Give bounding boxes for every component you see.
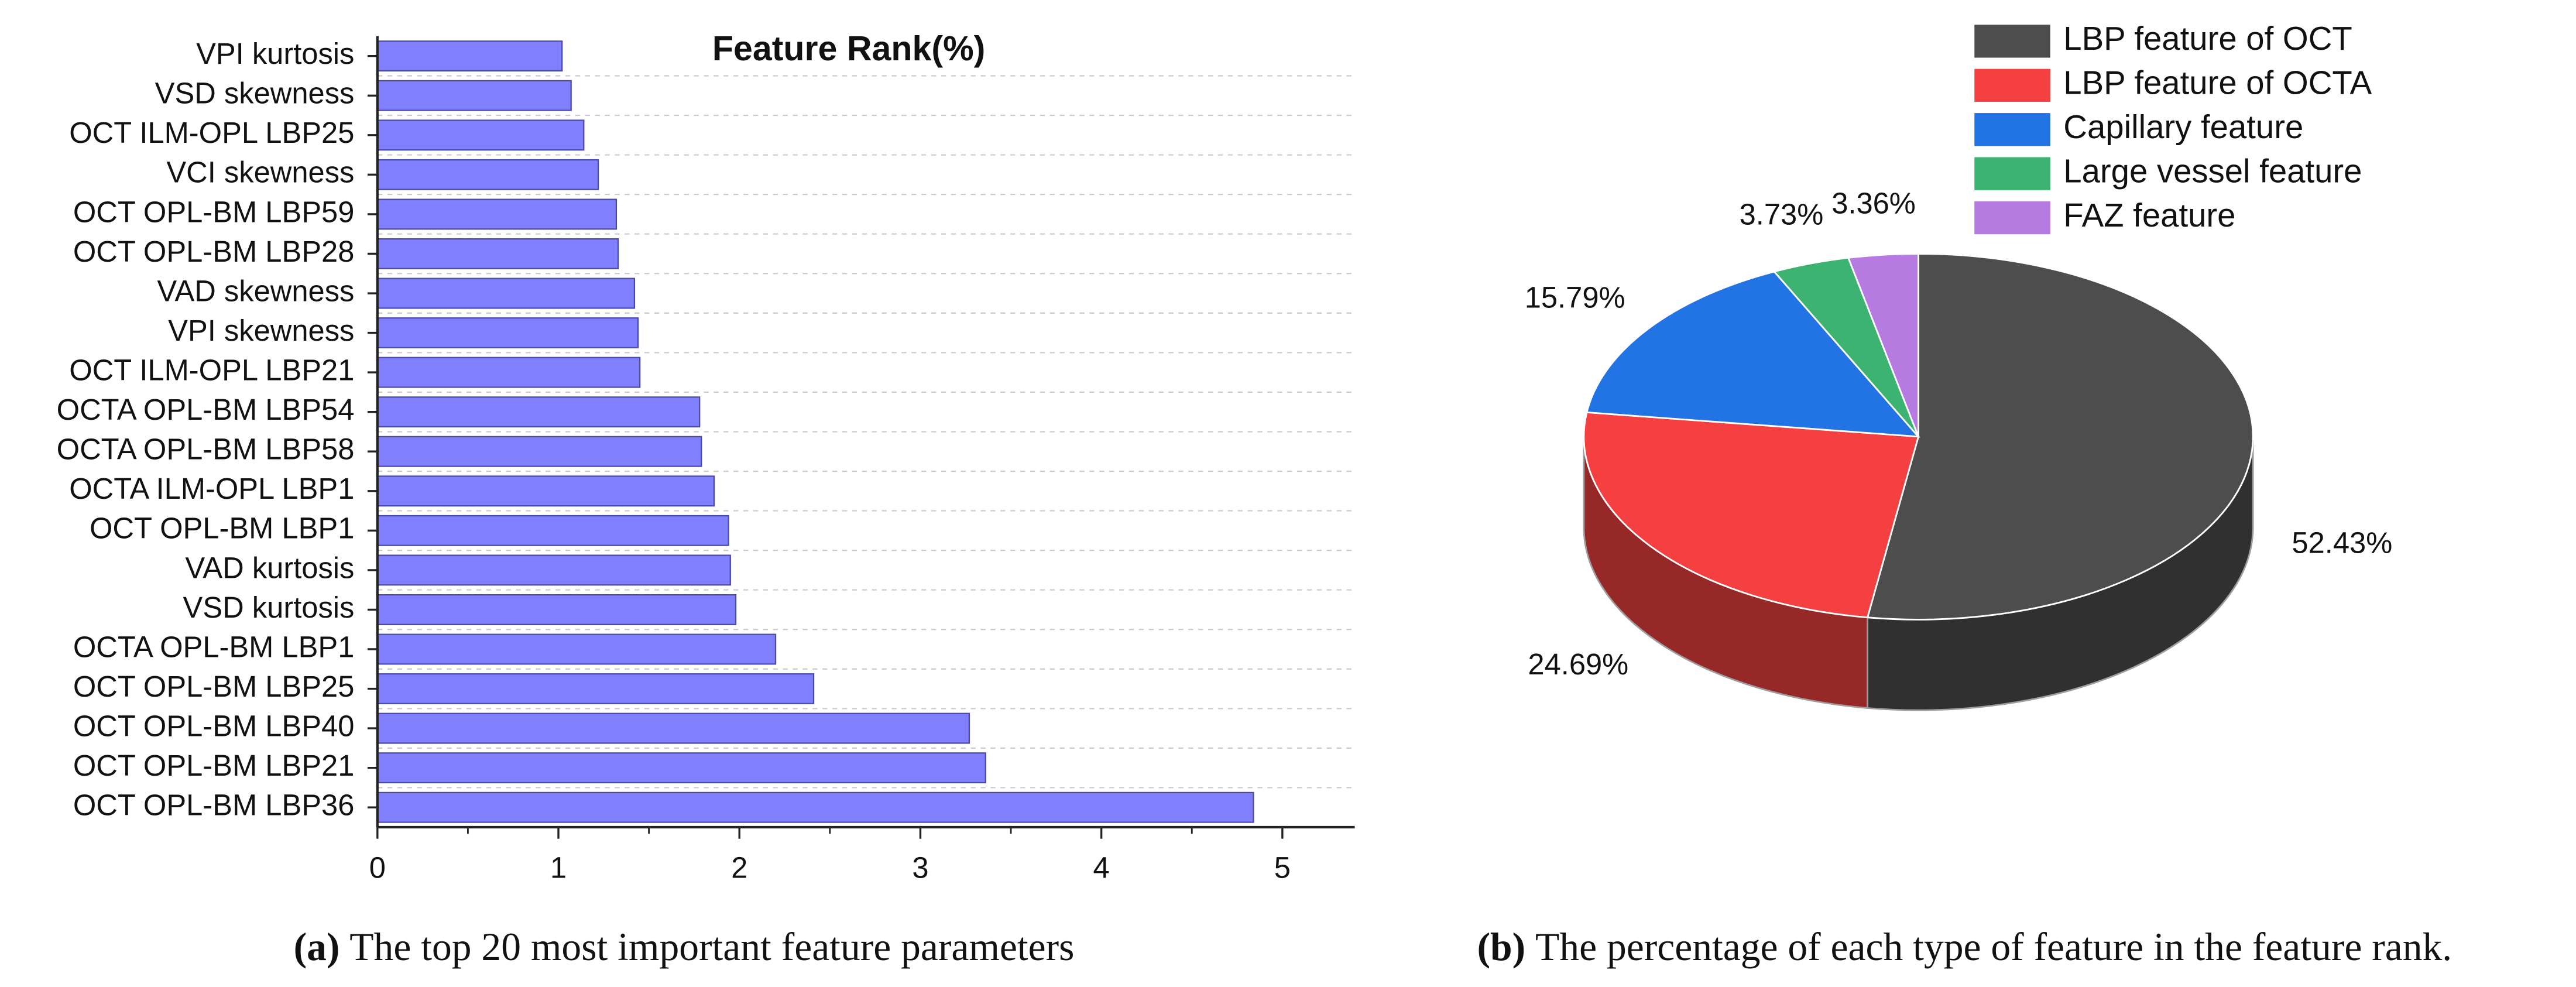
- bar: [376, 198, 618, 230]
- x-tick-label: 4: [1093, 851, 1110, 885]
- caption: (b) The percentage of each type of featu…: [1477, 925, 2452, 969]
- y-tick-label: OCT ILM-OPL LBP21: [69, 354, 354, 387]
- bar: [376, 633, 777, 665]
- y-tick-label: OCTA OPL-BM LBP1: [73, 630, 355, 663]
- legend-label: LBP feature of OCT: [2063, 20, 2352, 57]
- bar: [376, 238, 619, 269]
- pie-label: 3.73%: [1740, 198, 1824, 231]
- y-tick-label: OCT OPL-BM LBP36: [73, 789, 355, 822]
- legend-swatch: [1974, 201, 2050, 235]
- pie-label: 52.43%: [2292, 526, 2392, 559]
- y-tick-label: OCT ILM-OPL LBP25: [69, 116, 354, 149]
- y-tick-label: OCT OPL-BM LBP1: [90, 512, 354, 545]
- bar: [376, 791, 1254, 823]
- pie-label: 3.36%: [1831, 187, 1916, 220]
- y-tick-label: VPI kurtosis: [196, 37, 354, 70]
- x-tick-label: 1: [550, 851, 567, 885]
- y-tick-label: OCTA OPL-BM LBP54: [57, 393, 355, 426]
- legend-label: Large vessel feature: [2063, 153, 2362, 190]
- bar: [376, 673, 815, 704]
- bar: [376, 317, 639, 349]
- bar: [376, 396, 701, 428]
- bar: [376, 80, 572, 111]
- caption-text: The percentage of each type of feature i…: [1535, 925, 2452, 969]
- pie-slice: [1866, 253, 2254, 621]
- y-tick-label: VSD skewness: [155, 77, 355, 110]
- chart-title: Feature Rank(%): [712, 29, 986, 68]
- y-tick-label: VSD kurtosis: [183, 591, 355, 624]
- legend-swatch: [1974, 113, 2050, 146]
- legend-swatch: [1974, 25, 2050, 58]
- x-tick-label: 2: [731, 851, 747, 885]
- legend-swatch: [1974, 68, 2050, 102]
- x-tick-label: 5: [1274, 851, 1291, 885]
- y-tick-label: VAD skewness: [157, 274, 354, 307]
- pie-slice: [1583, 411, 1920, 619]
- bar: [376, 554, 731, 586]
- caption-label: (a): [294, 925, 340, 969]
- caption: (a) The top 20 most important feature pa…: [294, 925, 1075, 969]
- bar: [376, 357, 641, 388]
- legend-label: FAZ feature: [2063, 197, 2235, 234]
- y-tick-label: VAD kurtosis: [185, 551, 354, 584]
- y-tick-label: OCT OPL-BM LBP40: [73, 709, 355, 742]
- y-tick-label: OCT OPL-BM LBP25: [73, 670, 355, 703]
- bar: [376, 752, 986, 784]
- x-tick-label: 0: [369, 851, 386, 885]
- bar: [376, 475, 715, 507]
- caption-label: (b): [1477, 925, 1526, 969]
- y-tick-label: VPI skewness: [168, 314, 354, 347]
- x-tick-label: 3: [912, 851, 928, 885]
- legend-label: LBP feature of OCTA: [2063, 64, 2372, 101]
- pie-label: 24.69%: [1528, 647, 1628, 681]
- caption-text: The top 20 most important feature parame…: [349, 925, 1074, 969]
- y-tick-label: OCTA OPL-BM LBP58: [57, 433, 355, 466]
- legend-swatch: [1974, 157, 2050, 190]
- pie-label: 15.79%: [1525, 281, 1625, 314]
- pie-slice: [1586, 270, 1920, 438]
- y-tick-label: OCT OPL-BM LBP59: [73, 195, 355, 228]
- y-tick-label: OCT OPL-BM LBP28: [73, 235, 355, 268]
- bar: [376, 159, 599, 190]
- y-tick-label: OCTA ILM-OPL LBP1: [69, 472, 354, 505]
- pie-slice: [1847, 253, 1919, 437]
- bar: [376, 594, 737, 625]
- y-tick-label: OCT OPL-BM LBP21: [73, 749, 355, 782]
- bar: [376, 119, 585, 151]
- bar: [376, 277, 636, 309]
- y-tick-label: VCI skewness: [166, 156, 354, 189]
- bar: [376, 712, 970, 744]
- bar: [376, 40, 563, 72]
- legend-label: Capillary feature: [2063, 108, 2303, 145]
- bar: [376, 436, 702, 467]
- bar: [376, 515, 729, 546]
